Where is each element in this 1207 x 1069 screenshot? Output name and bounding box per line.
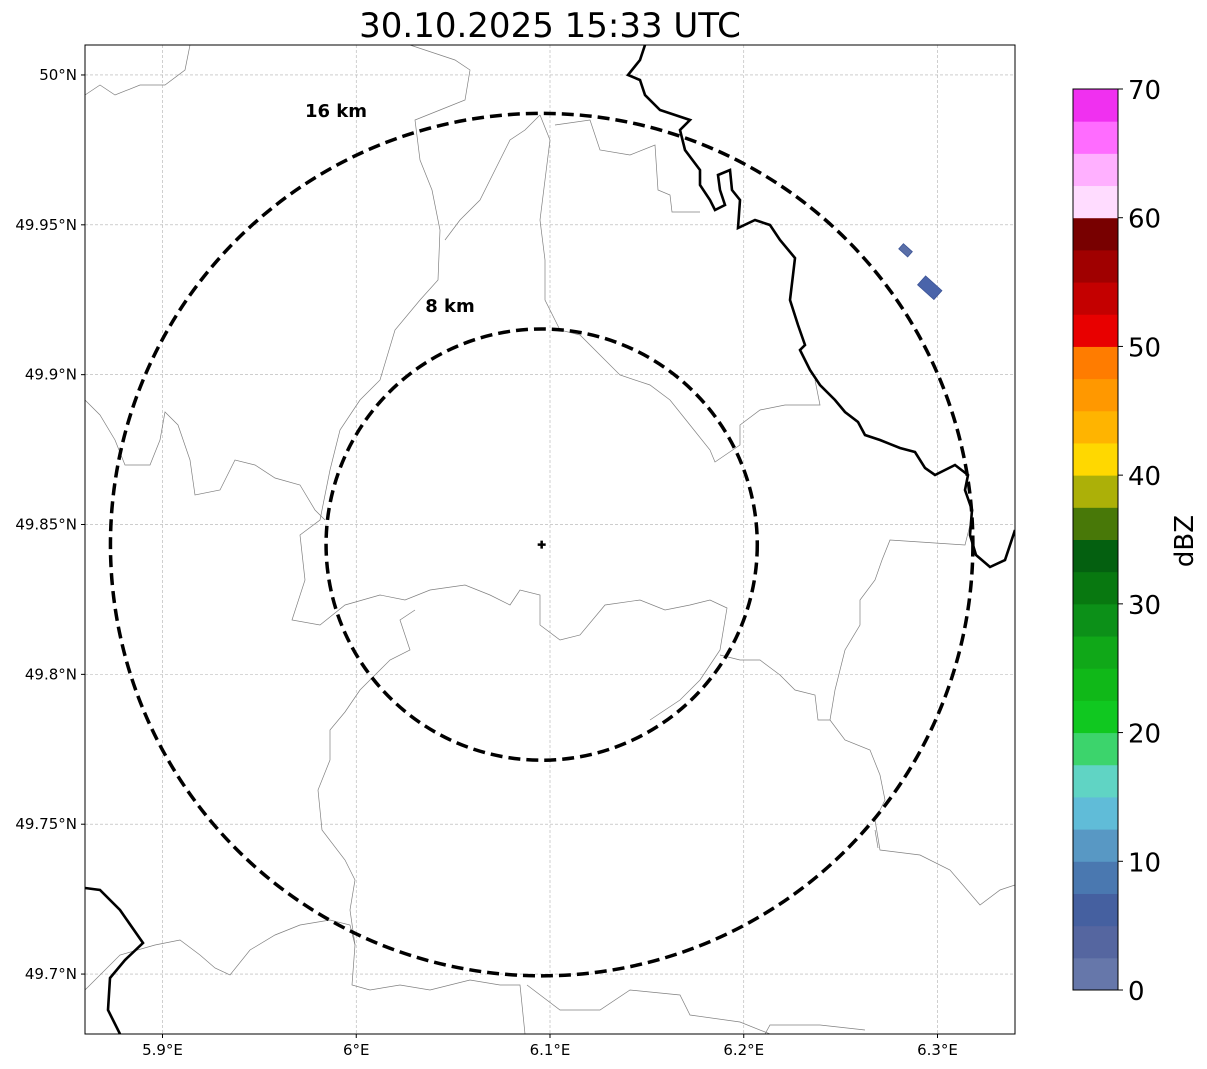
range-ring-16km: [108, 111, 975, 978]
map-layer: [85, 45, 1015, 1034]
x-tick-label: 6°E: [343, 1041, 370, 1059]
colorbar-bin: [1073, 314, 1118, 347]
x-tick-label: 6.3°E: [917, 1041, 958, 1059]
x-axis-ticks: 5.9°E 6°E 6.1°E 6.2°E 6.3°E: [142, 1034, 958, 1059]
radar-echoes: [898, 243, 943, 301]
colorbar-label: dBZ: [1170, 515, 1200, 567]
colorbar-bin: [1073, 442, 1118, 476]
y-tick-label: 50°N: [39, 66, 77, 84]
y-tick-label: 49.9°N: [25, 366, 77, 384]
range-rings: [108, 111, 975, 978]
colorbar-bin: [1073, 539, 1118, 573]
colorbar-bin: [1073, 282, 1118, 315]
colorbar-bin: [1073, 346, 1118, 380]
x-tick-label: 6.2°E: [723, 1041, 764, 1059]
x-tick-label: 6.1°E: [530, 1041, 571, 1059]
plus-marker-icon: [537, 540, 546, 549]
gridlines: [85, 45, 1015, 1034]
colorbar-tick-label: 0: [1128, 977, 1145, 1007]
colorbar-bin: [1073, 957, 1118, 991]
colorbar-bin: [1073, 571, 1118, 605]
colorbar-bin: [1073, 861, 1118, 894]
colorbar-tick-label: 30: [1128, 591, 1161, 621]
radar-echo: [916, 275, 943, 301]
colorbar-bin: [1073, 217, 1118, 251]
radar-center-marker: [537, 540, 546, 549]
colorbar-tick-label: 70: [1128, 76, 1161, 106]
ring-label-8km: 8 km: [425, 296, 475, 317]
colorbar-bin: [1073, 668, 1118, 701]
colorbar-bin: [1073, 475, 1118, 508]
colorbar-bin: [1073, 732, 1118, 766]
y-tick-label: 49.75°N: [15, 815, 77, 833]
colorbar-tick-label: 60: [1128, 205, 1161, 235]
colorbar-bin: [1073, 378, 1118, 412]
colorbar-tick-label: 50: [1128, 333, 1161, 363]
colorbar-bin: [1073, 507, 1118, 540]
y-axis-ticks: 50°N 49.95°N 49.9°N 49.85°N 49.8°N 49.75°N 49.…: [15, 66, 85, 983]
y-tick-label: 49.8°N: [25, 665, 77, 683]
colorbar-tick-label: 10: [1128, 848, 1161, 878]
colorbar-bin: [1073, 796, 1118, 830]
colorbar-bin: [1073, 636, 1118, 669]
x-tick-label: 5.9°E: [142, 1041, 183, 1059]
y-tick-label: 49.85°N: [15, 516, 77, 534]
colorbar-bin: [1073, 249, 1118, 283]
colorbar-bin: [1073, 153, 1118, 187]
colorbar-bin: [1073, 121, 1118, 154]
colorbar-bin: [1073, 185, 1118, 219]
colorbar-bin: [1073, 89, 1118, 122]
colorbar-tick-label: 40: [1128, 462, 1161, 492]
admin-boundaries: [85, 45, 1015, 1034]
colorbar-tick-label: 20: [1128, 720, 1161, 750]
colorbar-bin: [1073, 764, 1118, 798]
colorbar-bin: [1073, 700, 1118, 734]
y-tick-label: 49.95°N: [15, 216, 77, 234]
chart-title: 30.10.2025 15:33 UTC: [359, 6, 741, 46]
y-tick-label: 49.7°N: [25, 965, 77, 983]
colorbar-bin: [1073, 603, 1118, 637]
colorbar: 0 10 20 30 40 50 60 70: [1072, 76, 1161, 1007]
colorbar-bin: [1073, 829, 1118, 862]
ring-label-16km: 16 km: [305, 101, 367, 122]
colorbar-frame: [1072, 88, 1119, 991]
colorbar-bin: [1073, 410, 1118, 444]
colorbar-bin: [1073, 893, 1118, 927]
colorbar-bin: [1073, 925, 1118, 959]
range-ring-8km: [324, 327, 760, 762]
radar-echo: [898, 243, 913, 258]
country-borders: [85, 45, 1015, 1034]
